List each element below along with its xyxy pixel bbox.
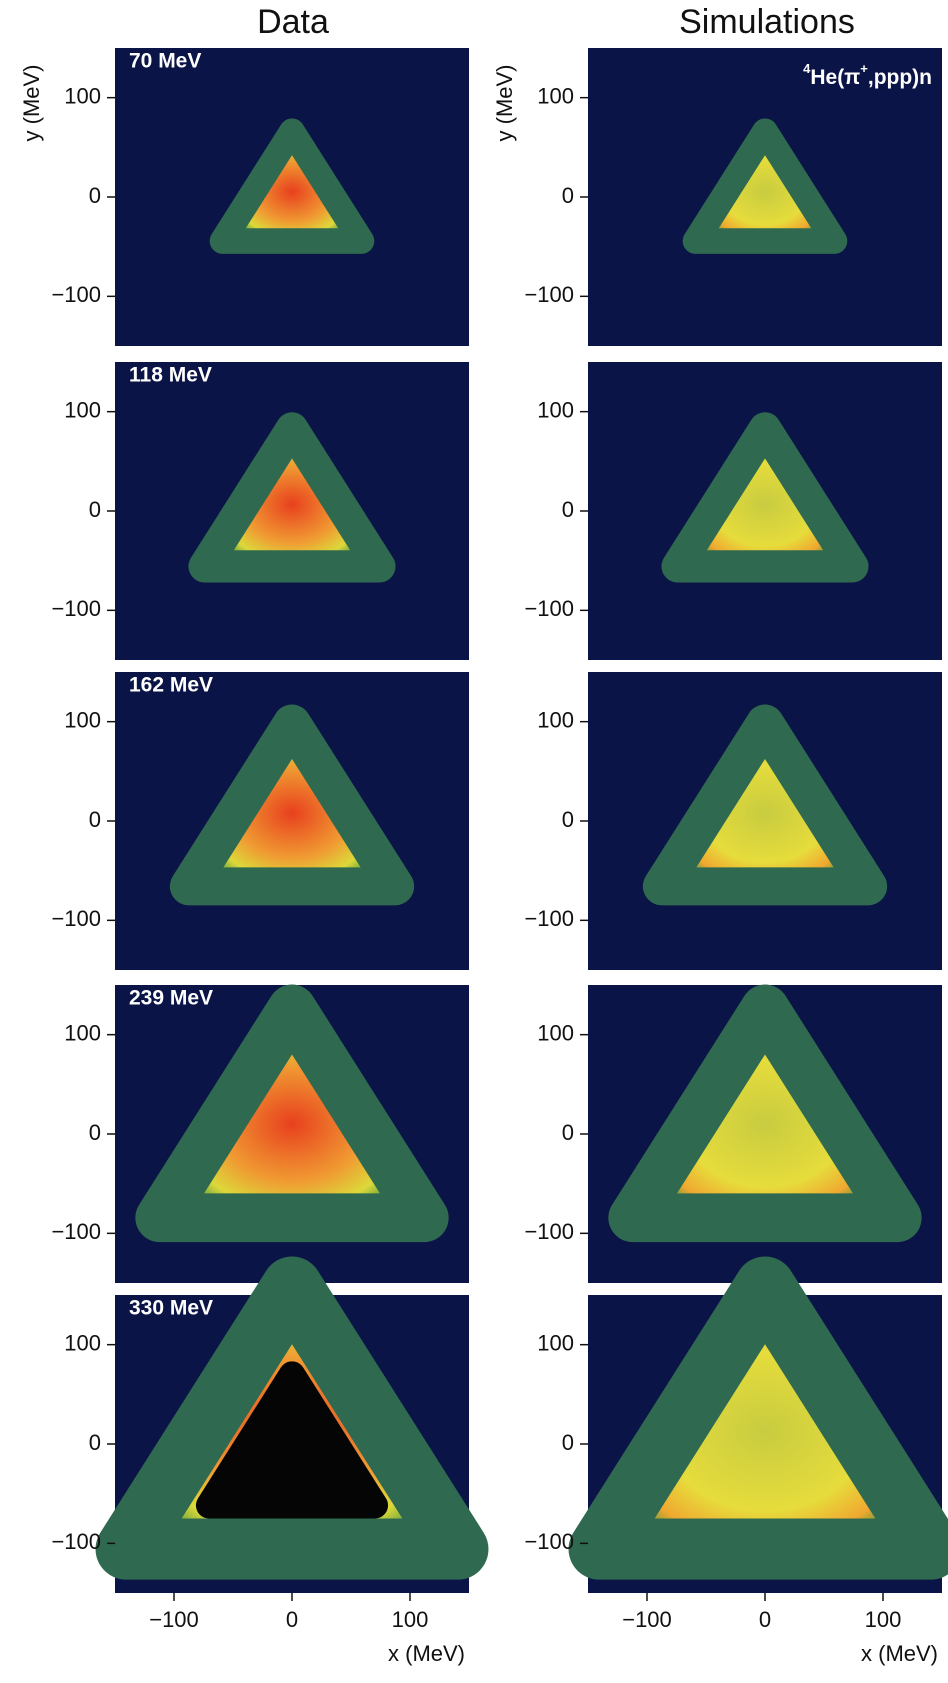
y-tick-label: −100 (51, 906, 101, 931)
panel-title: 162 MeV (129, 674, 213, 697)
y-tick-label: −100 (51, 596, 101, 621)
y-tick-label: 0 (89, 807, 101, 832)
y-tick-label: 0 (562, 497, 574, 522)
x-tick-label: −100 (622, 1607, 672, 1632)
y-tick-label: −100 (51, 1529, 101, 1554)
column-title: Simulations (679, 3, 855, 41)
y-tick-label: −100 (51, 282, 101, 307)
panel-title: 70 MeV (129, 50, 201, 73)
x-tick-label: 0 (286, 1607, 298, 1632)
density-blob (608, 984, 922, 1243)
y-tick-label: −100 (524, 1529, 574, 1554)
y-tick-label: 0 (89, 1430, 101, 1455)
x-tick-label: 100 (392, 1607, 429, 1632)
density-blob (169, 704, 415, 906)
y-tick-label: 100 (64, 1330, 101, 1355)
x-tick-label: 100 (865, 1607, 902, 1632)
y-tick-label: 0 (562, 807, 574, 832)
x-axis-label: x (MeV) (861, 1641, 938, 1666)
y-tick-label: −100 (524, 906, 574, 931)
reaction-part: ,ppp)n (868, 66, 932, 89)
y-tick-label: 100 (64, 707, 101, 732)
x-axis-label: x (MeV) (388, 1641, 465, 1666)
x-tick-label: 0 (759, 1607, 771, 1632)
column-title: Data (257, 3, 329, 41)
y-tick-label: −100 (51, 1219, 101, 1244)
y-tick-label: 100 (64, 397, 101, 422)
y-tick-label: 100 (64, 83, 101, 108)
y-tick-label: 100 (537, 1020, 574, 1045)
y-tick-label: 100 (64, 1020, 101, 1045)
density-blob (209, 118, 375, 254)
density-blob (661, 412, 869, 583)
density-blob (682, 118, 848, 254)
y-tick-label: 0 (89, 1120, 101, 1145)
y-tick-label: 0 (562, 1430, 574, 1455)
panel-title: 118 MeV (129, 364, 212, 387)
density-saturated (195, 1361, 389, 1519)
y-tick-label: 0 (89, 183, 101, 208)
density-blob (135, 984, 449, 1243)
reaction-part: He(π (810, 66, 860, 89)
y-tick-label: −100 (524, 1219, 574, 1244)
y-tick-label: 0 (562, 1120, 574, 1145)
y-tick-label: −100 (524, 282, 574, 307)
y-tick-label: 100 (537, 83, 574, 108)
density-blob (188, 412, 396, 583)
y-tick-label: 0 (562, 183, 574, 208)
y-tick-label: 100 (537, 707, 574, 732)
reaction-part: 4 (803, 61, 811, 76)
panel-title: 330 MeV (129, 1297, 213, 1320)
y-tick-label: 100 (537, 397, 574, 422)
y-tick-label: −100 (524, 596, 574, 621)
y-axis-label: y (MeV) (492, 65, 517, 142)
density-blob (642, 704, 888, 906)
reaction-part: + (860, 61, 868, 76)
y-tick-label: 100 (537, 1330, 574, 1355)
y-axis-label: y (MeV) (19, 65, 44, 142)
density-blob (568, 1256, 948, 1580)
panel-title: 239 MeV (129, 987, 213, 1010)
reaction-label: 4He(π+,ppp)n (803, 61, 932, 88)
x-tick-label: −100 (149, 1607, 199, 1632)
y-tick-label: 0 (89, 497, 101, 522)
